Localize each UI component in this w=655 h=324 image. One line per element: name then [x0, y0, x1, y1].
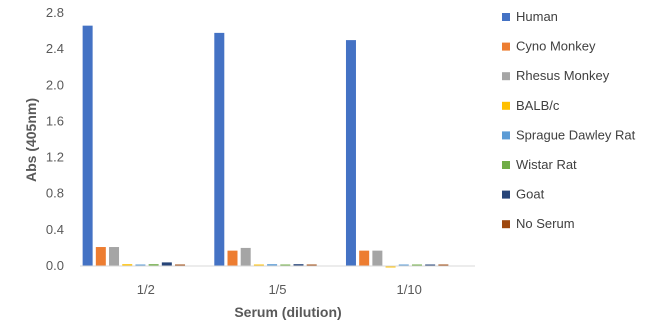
y-axis-title: Abs (405nm) — [23, 98, 39, 182]
x-axis-ticks: 1/2 1/5 1/10 — [137, 282, 422, 297]
legend-swatch — [502, 72, 510, 81]
bar — [385, 266, 396, 268]
legend-swatch — [502, 131, 510, 140]
x-tick-label: 1/2 — [137, 282, 155, 297]
bar — [227, 250, 238, 266]
legend-swatch — [502, 190, 510, 199]
bar — [372, 250, 383, 266]
bar — [95, 247, 106, 266]
x-tick-label: 1/5 — [268, 282, 286, 297]
legend-label: BALB/c — [516, 98, 560, 113]
bar — [214, 32, 225, 266]
legend-label: Goat — [516, 187, 545, 202]
bar — [161, 262, 172, 266]
y-tick-label: 1.2 — [46, 150, 64, 165]
legend-swatch — [502, 161, 510, 169]
y-tick-label: 2.8 — [46, 5, 64, 20]
bar — [306, 264, 317, 266]
bar — [280, 264, 291, 266]
legend: Human Cyno Monkey Rhesus Monkey BALB/c Sprag… — [502, 9, 636, 231]
legend-swatch — [502, 101, 510, 110]
legend-label: Cyno Monkey — [516, 39, 596, 54]
x-axis-title: Serum (dilution) — [234, 304, 341, 320]
legend-swatch — [502, 42, 510, 51]
y-tick-label: 0.8 — [46, 186, 64, 201]
bar — [175, 264, 186, 266]
legend-label: Human — [516, 9, 558, 24]
y-tick-label: 0.4 — [46, 222, 64, 237]
legend-label: No Serum — [516, 216, 575, 231]
bar — [240, 247, 251, 266]
legend-label: Wistar Rat — [516, 157, 577, 172]
y-axis-ticks: 0.0 0.4 0.8 1.2 1.6 2.0 2.4 2.8 — [46, 5, 64, 273]
y-tick-label: 1.6 — [46, 113, 64, 128]
legend-swatch — [502, 220, 510, 229]
y-tick-label: 2.4 — [46, 41, 64, 56]
legend-label: Sprague Dawley Rat — [516, 127, 636, 142]
y-tick-label: 2.0 — [46, 77, 64, 92]
legend-label: Rhesus Monkey — [516, 68, 610, 83]
bar — [411, 264, 422, 266]
bar — [359, 250, 370, 266]
bar — [398, 264, 409, 266]
bar — [253, 264, 264, 266]
bar — [345, 40, 356, 266]
bar — [148, 264, 159, 266]
bar — [425, 264, 436, 266]
bar — [135, 264, 146, 266]
bars — [82, 25, 449, 268]
x-tick-label: 1/10 — [397, 282, 422, 297]
y-tick-label: 0.0 — [46, 258, 64, 273]
bar — [438, 264, 449, 266]
bar — [293, 264, 304, 266]
bar — [267, 264, 278, 266]
bar — [122, 264, 133, 266]
legend-swatch — [502, 13, 510, 21]
bar — [109, 247, 120, 266]
bar — [82, 25, 93, 267]
